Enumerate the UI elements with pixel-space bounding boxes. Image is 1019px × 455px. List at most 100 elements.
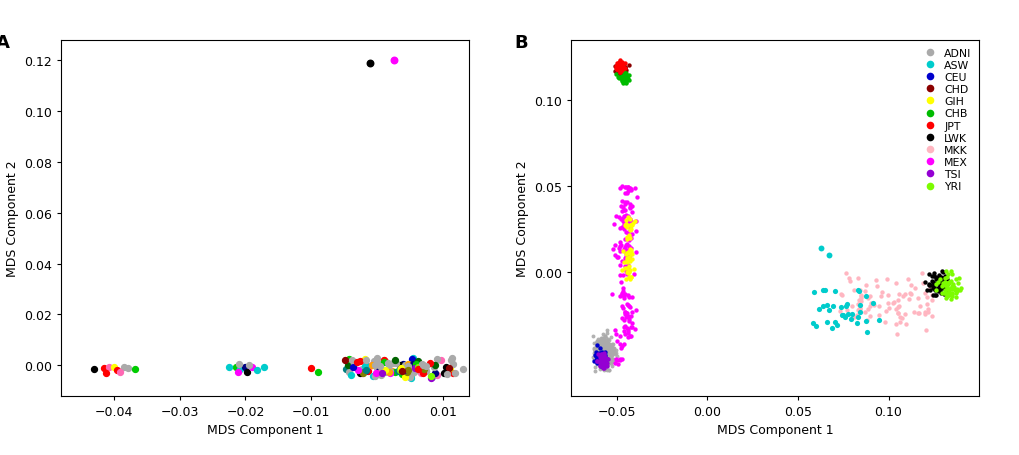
Point — [598, 366, 614, 373]
Point — [620, 262, 636, 269]
Point — [871, 293, 888, 300]
Point — [607, 69, 624, 76]
Point — [591, 352, 607, 359]
Point — [841, 278, 857, 285]
Point — [619, 184, 635, 192]
Point — [923, 278, 940, 286]
Point — [595, 347, 611, 354]
Point — [597, 348, 613, 355]
Point — [604, 349, 621, 356]
Point — [599, 354, 615, 362]
Point — [603, 344, 620, 352]
Point — [921, 284, 937, 292]
Point — [591, 346, 607, 354]
Point — [591, 360, 607, 368]
Point — [370, 361, 386, 368]
Point — [594, 352, 610, 359]
Point — [403, 372, 419, 379]
Point — [619, 269, 635, 277]
Point — [612, 62, 629, 70]
Point — [589, 354, 605, 361]
Point — [436, 370, 452, 377]
Point — [611, 242, 628, 249]
Point — [590, 346, 606, 353]
Point — [593, 350, 609, 358]
Point — [417, 367, 433, 374]
Point — [906, 284, 922, 292]
Point — [615, 74, 632, 81]
Point — [384, 367, 400, 374]
Point — [594, 347, 610, 354]
Point — [622, 205, 638, 212]
Point — [621, 185, 637, 192]
Point — [454, 366, 471, 373]
Point — [444, 370, 461, 377]
Point — [616, 217, 633, 224]
Point — [120, 364, 137, 372]
Point — [621, 254, 637, 262]
Point — [596, 341, 612, 349]
Point — [595, 352, 611, 359]
Point — [593, 354, 609, 361]
Point — [244, 364, 260, 371]
Point — [620, 268, 636, 276]
Text: B: B — [514, 34, 527, 52]
Point — [932, 290, 949, 297]
Point — [590, 340, 606, 347]
Point — [596, 352, 612, 359]
Point — [619, 263, 635, 270]
Point — [415, 361, 431, 369]
Point — [940, 279, 956, 286]
Point — [594, 350, 610, 358]
Point — [592, 345, 608, 353]
Point — [616, 76, 633, 83]
Point — [601, 344, 618, 352]
Point — [415, 368, 431, 375]
Point — [614, 203, 631, 211]
Point — [590, 339, 606, 346]
Point — [619, 213, 635, 220]
Point — [399, 361, 416, 368]
Point — [604, 341, 621, 348]
Point — [586, 351, 602, 359]
Point — [391, 366, 408, 374]
Point — [609, 68, 626, 75]
Point — [614, 285, 631, 293]
Point — [938, 280, 955, 287]
Point — [612, 216, 629, 223]
Point — [876, 308, 893, 315]
Point — [595, 363, 611, 370]
Point — [620, 329, 636, 337]
Point — [594, 363, 610, 370]
Point — [592, 351, 608, 358]
Point — [595, 344, 611, 351]
Point — [593, 336, 609, 344]
Point — [591, 359, 607, 366]
Point — [596, 351, 612, 359]
Point — [608, 253, 625, 261]
Point — [867, 276, 883, 283]
Point — [422, 374, 438, 381]
Point — [909, 310, 925, 318]
Point — [938, 293, 955, 300]
Point — [618, 221, 634, 228]
Point — [596, 355, 612, 363]
Point — [614, 71, 631, 78]
Point — [618, 250, 634, 257]
Point — [607, 350, 624, 357]
Point — [591, 342, 607, 349]
Point — [618, 190, 634, 197]
Point — [924, 280, 941, 287]
Point — [590, 350, 606, 358]
Point — [615, 74, 632, 81]
Point — [601, 352, 618, 359]
Point — [589, 353, 605, 360]
Point — [839, 311, 855, 318]
Point — [620, 334, 636, 341]
Point — [615, 79, 632, 86]
Point — [593, 351, 609, 358]
Point — [611, 262, 628, 269]
Point — [890, 290, 906, 298]
Point — [592, 351, 608, 359]
Point — [612, 61, 629, 68]
